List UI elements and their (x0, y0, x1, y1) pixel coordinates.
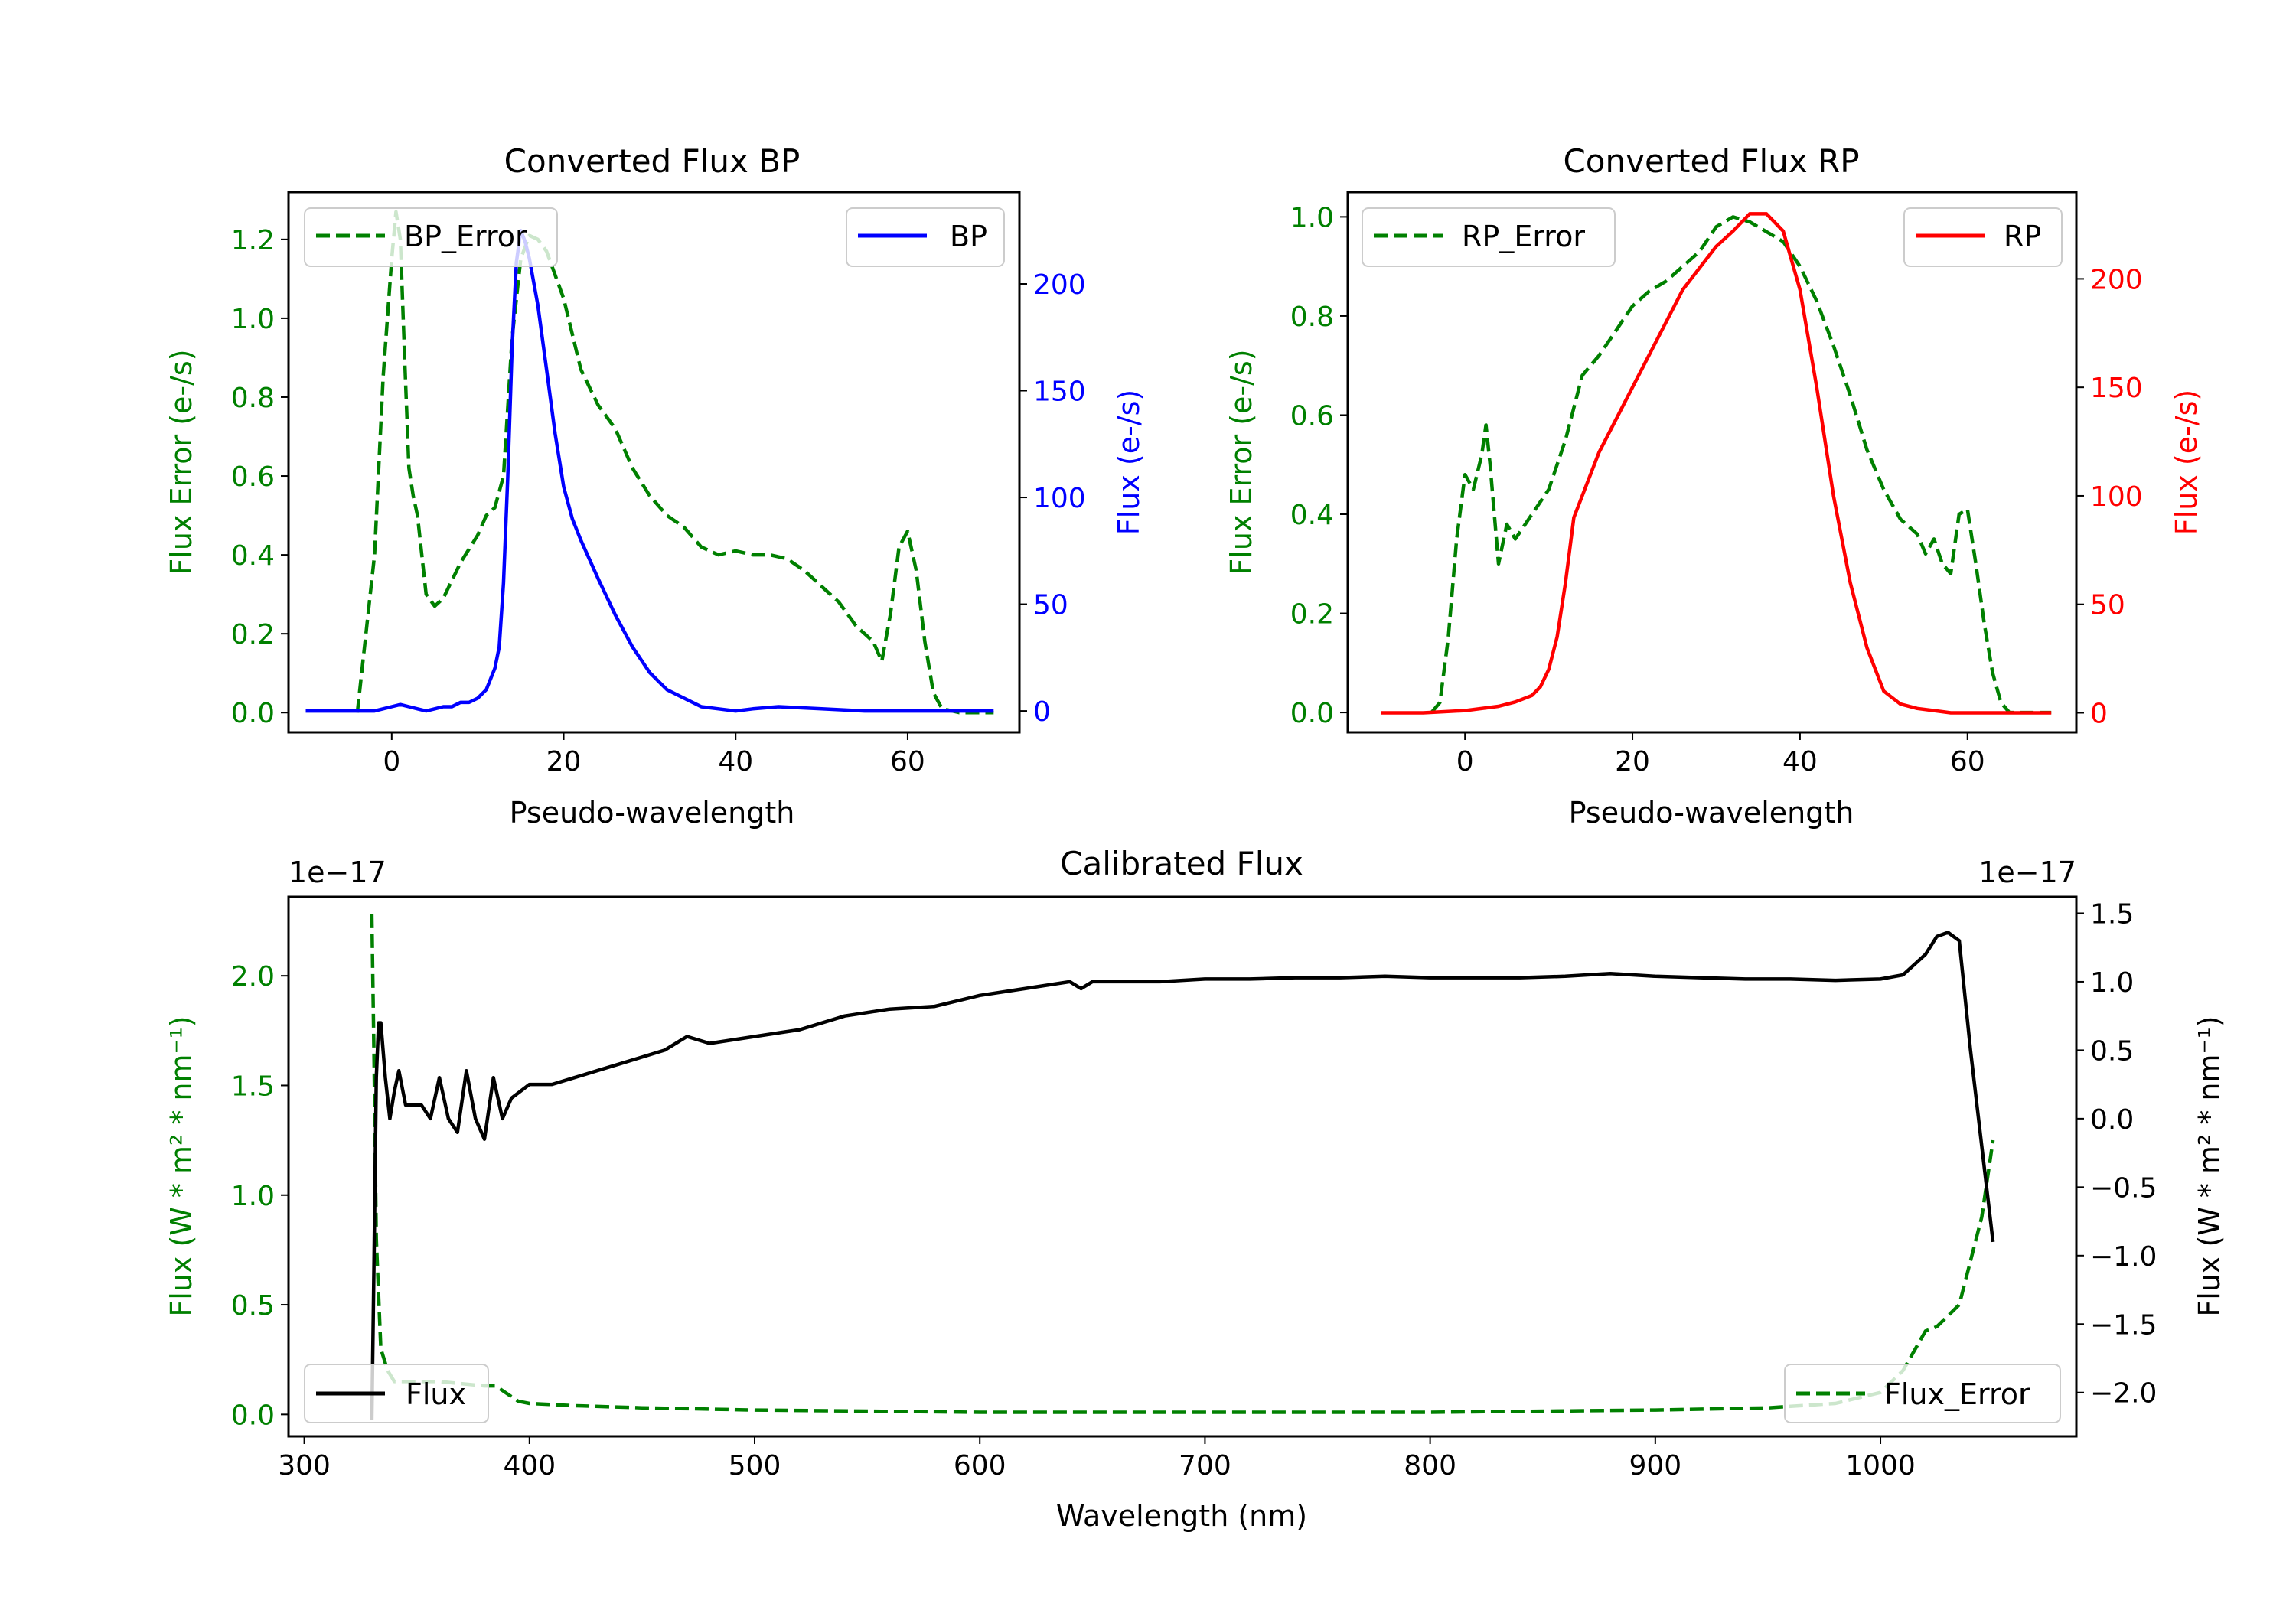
calibrated-left-tick-label: 0.5 (231, 1290, 275, 1322)
rp-series-rp (1381, 212, 2052, 715)
bp-title: Converted Flux BP (504, 142, 801, 180)
rp-x-tick-label: 40 (1782, 746, 1818, 777)
calibrated-right-tick-label: 0.0 (2090, 1104, 2134, 1136)
bp-x-axis-label: Pseudo-wavelength (510, 796, 795, 830)
bp-panel: Converted Flux BP 0 20 40 60 0.0 0.2 0.4 0.6 0.8… (165, 142, 1146, 830)
rp-right-tick-label: 100 (2090, 481, 2143, 513)
rp-panel: Converted Flux RP 0 20 40 60 0.0 0.2 0.4 0.6 0.8… (1225, 142, 2203, 830)
rp-x-tick-label: 0 (1456, 746, 1474, 777)
bp-right-axis-label: Flux (e-/s) (1112, 390, 1146, 535)
flux-error-legend-label: Flux_Error (1884, 1377, 2030, 1411)
rp-title: Converted Flux RP (1563, 142, 1859, 180)
rp-x-axis-label: Pseudo-wavelength (1569, 796, 1854, 830)
bp-right-tick-label: 100 (1033, 483, 1086, 514)
rp-right-tick-label: 150 (2090, 373, 2143, 404)
calibrated-x-axis-label: Wavelength (nm) (1056, 1499, 1307, 1533)
flux-legend-label: Flux (406, 1377, 466, 1411)
rp-axes-frame (1346, 191, 2078, 734)
rp-left-tick-label: 1.0 (1290, 202, 1334, 233)
bp-legend-left: BP_Error (304, 207, 558, 267)
rp-right-tick-label: 0 (2090, 698, 2108, 729)
bp-x-tick-label: 60 (890, 746, 925, 777)
calibrated-x-tick-label: 600 (954, 1450, 1006, 1482)
calibrated-title: Calibrated Flux (1060, 845, 1303, 882)
calibrated-left-tick-label: 2.0 (231, 961, 275, 993)
rp-left-axis-label: Flux Error (e-/s) (1225, 349, 1258, 575)
calibrated-right-axis-label: Flux (W * m² * nm⁻¹) (2193, 1015, 2226, 1316)
calibrated-x-tick-label: 700 (1179, 1450, 1231, 1482)
rp-series-rp-error (1430, 215, 2052, 715)
calibrated-left-offset: 1e−17 (289, 856, 386, 889)
rp-left-tick-label: 0.6 (1290, 400, 1334, 432)
bp-x-tick-label: 20 (546, 746, 582, 777)
calibrated-left-tick-label: 1.0 (231, 1181, 275, 1212)
rp-left-tick-label: 0.2 (1290, 599, 1334, 631)
calibrated-x-tick-label: 400 (503, 1450, 556, 1482)
bp-left-tick-label: 0.8 (231, 383, 275, 414)
bp-right-tick-label: 150 (1033, 376, 1086, 408)
rp-left-tick-label: 0.0 (1290, 698, 1334, 729)
bp-legend-label: BP (950, 220, 987, 253)
calibrated-x-tick-label: 500 (729, 1450, 781, 1482)
rp-left-tick-label: 0.8 (1290, 302, 1334, 333)
calibrated-right-tick-label: −1.5 (2090, 1309, 2157, 1341)
bp-right-tick-label: 50 (1033, 590, 1068, 621)
calibrated-axes-frame (287, 895, 2078, 1438)
calibrated-left-tick-label: 1.5 (231, 1071, 275, 1102)
rp-right-tick-label: 50 (2090, 590, 2125, 621)
calibrated-x-tick-label: 900 (1629, 1450, 1681, 1482)
calibrated-left-tick-label: 0.0 (231, 1400, 275, 1431)
rp-x-tick-label: 20 (1615, 746, 1650, 777)
calibrated-legend-left: Flux (304, 1364, 489, 1423)
bp-left-tick-label: 1.0 (231, 304, 275, 335)
bp-left-tick-label: 0.4 (231, 540, 275, 572)
calibrated-panel: Calibrated Flux 1e−17 1e−17 300 400 500 600… (165, 845, 2226, 1533)
calibrated-right-tick-label: −0.5 (2090, 1172, 2157, 1204)
calibrated-legend-right: Flux_Error (1784, 1364, 2061, 1423)
calibrated-x-tick-label: 300 (278, 1450, 331, 1482)
calibrated-x-tick-label: 1000 (1845, 1450, 1916, 1482)
bp-x-tick-label: 0 (383, 746, 400, 777)
rp-legend-right: RP (1903, 207, 2063, 267)
bp-left-tick-label: 0.6 (231, 461, 275, 493)
bp-axes-frame (287, 191, 1021, 734)
calibrated-right-tick-label: 1.0 (2090, 967, 2134, 999)
bp-legend-right: BP (846, 207, 1005, 267)
calibrated-left-axis-label: Flux (W * m² * nm⁻¹) (165, 1015, 198, 1316)
bp-right-tick-label: 200 (1033, 269, 1086, 301)
rp-right-tick-label: 200 (2090, 264, 2143, 295)
bp-error-legend-label: BP_Error (404, 220, 527, 253)
rp-legend-label: RP (2004, 220, 2041, 253)
calibrated-right-tick-label: −1.0 (2090, 1241, 2157, 1273)
bp-left-axis-label: Flux Error (e-/s) (165, 349, 198, 575)
bp-right-tick-label: 0 (1033, 696, 1051, 728)
bp-x-tick-label: 40 (718, 746, 753, 777)
calibrated-right-tick-label: 1.5 (2090, 898, 2134, 930)
rp-error-legend-label: RP_Error (1462, 220, 1585, 253)
rp-left-tick-label: 0.4 (1290, 500, 1334, 531)
bp-series-bp-error (355, 210, 994, 715)
rp-x-tick-label: 60 (1950, 746, 1985, 777)
calibrated-right-tick-label: −2.0 (2090, 1378, 2157, 1410)
bp-left-tick-label: 0.0 (231, 698, 275, 729)
calibrated-series-flux (370, 931, 1995, 1420)
bp-left-tick-label: 1.2 (231, 225, 275, 256)
rp-right-axis-label: Flux (e-/s) (2170, 390, 2203, 535)
calibrated-x-tick-label: 800 (1404, 1450, 1456, 1482)
calibrated-right-tick-label: 0.5 (2090, 1035, 2134, 1067)
rp-legend-left: RP_Error (1362, 207, 1616, 267)
bp-left-tick-label: 0.2 (231, 619, 275, 650)
calibrated-right-offset: 1e−17 (1978, 856, 2076, 889)
